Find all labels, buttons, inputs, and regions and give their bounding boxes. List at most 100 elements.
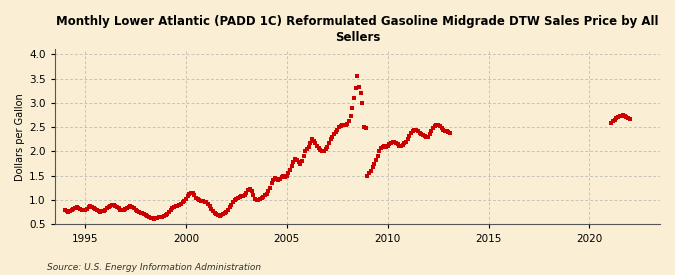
Point bbox=[164, 210, 175, 214]
Point bbox=[288, 160, 299, 164]
Point bbox=[273, 178, 284, 182]
Point bbox=[320, 146, 331, 151]
Point bbox=[132, 209, 142, 213]
Point bbox=[113, 206, 124, 211]
Point bbox=[348, 96, 359, 100]
Point bbox=[147, 216, 158, 220]
Point bbox=[148, 216, 159, 221]
Point bbox=[340, 123, 351, 127]
Point bbox=[177, 200, 188, 204]
Point bbox=[404, 134, 415, 138]
Point bbox=[295, 161, 306, 166]
Point bbox=[144, 214, 155, 219]
Point bbox=[369, 161, 379, 166]
Point bbox=[293, 160, 304, 164]
Point bbox=[59, 208, 70, 213]
Point bbox=[230, 198, 240, 202]
Point bbox=[419, 134, 430, 138]
Point bbox=[238, 194, 248, 198]
Point bbox=[128, 206, 139, 211]
Point bbox=[344, 119, 354, 123]
Point bbox=[623, 116, 634, 121]
Point bbox=[364, 171, 375, 176]
Point bbox=[231, 197, 242, 201]
Point bbox=[605, 121, 616, 125]
Point bbox=[362, 174, 373, 178]
Point bbox=[204, 204, 215, 208]
Point bbox=[396, 144, 406, 148]
Point bbox=[360, 126, 371, 130]
Point bbox=[103, 205, 114, 209]
Point bbox=[244, 187, 255, 191]
Title: Monthly Lower Atlantic (PADD 1C) Reformulated Gasoline Midgrade DTW Sales Price : Monthly Lower Atlantic (PADD 1C) Reformu… bbox=[56, 15, 659, 44]
Point bbox=[313, 145, 324, 150]
Point bbox=[391, 141, 402, 145]
Point bbox=[374, 149, 385, 154]
Point bbox=[429, 124, 440, 128]
Point bbox=[135, 211, 146, 215]
Point bbox=[412, 129, 423, 133]
Point bbox=[418, 133, 429, 138]
Point bbox=[184, 192, 195, 197]
Point bbox=[385, 141, 396, 145]
Point bbox=[260, 193, 271, 197]
Point bbox=[436, 126, 447, 130]
Point bbox=[174, 203, 185, 207]
Point bbox=[70, 206, 80, 210]
Point bbox=[68, 207, 79, 211]
Point bbox=[384, 142, 395, 146]
Point bbox=[66, 208, 77, 212]
Point bbox=[224, 205, 235, 210]
Point bbox=[271, 177, 282, 182]
Point bbox=[76, 208, 87, 212]
Point bbox=[221, 210, 232, 214]
Point bbox=[346, 114, 356, 119]
Point bbox=[317, 149, 327, 154]
Point bbox=[375, 146, 386, 150]
Point bbox=[107, 203, 117, 207]
Point bbox=[219, 211, 230, 216]
Point bbox=[65, 209, 76, 213]
Point bbox=[614, 114, 625, 119]
Point bbox=[223, 208, 234, 212]
Point bbox=[211, 211, 221, 216]
Point bbox=[347, 106, 358, 110]
Point bbox=[100, 208, 111, 212]
Point bbox=[608, 119, 618, 123]
Point bbox=[152, 215, 163, 220]
Point bbox=[192, 197, 203, 201]
Point bbox=[431, 123, 442, 127]
Point bbox=[214, 213, 225, 218]
Point bbox=[137, 211, 148, 216]
Point bbox=[265, 186, 275, 190]
Point bbox=[90, 207, 101, 211]
Point bbox=[197, 199, 208, 203]
Point bbox=[145, 215, 156, 220]
Point bbox=[332, 127, 343, 132]
Point bbox=[117, 208, 128, 213]
Point bbox=[124, 205, 134, 209]
Point bbox=[624, 117, 635, 122]
Point bbox=[161, 213, 171, 218]
Point bbox=[189, 193, 200, 197]
Point bbox=[323, 141, 334, 145]
Point bbox=[71, 205, 82, 210]
Point bbox=[108, 203, 119, 208]
Point bbox=[130, 208, 141, 212]
Point bbox=[319, 148, 329, 153]
Point bbox=[268, 178, 279, 182]
Point bbox=[409, 127, 420, 132]
Point bbox=[97, 209, 107, 213]
Point bbox=[372, 154, 383, 159]
Point bbox=[335, 124, 346, 128]
Point bbox=[81, 207, 92, 211]
Point bbox=[179, 199, 190, 203]
Point bbox=[333, 125, 344, 129]
Point bbox=[241, 191, 252, 195]
Point bbox=[252, 198, 263, 202]
Point bbox=[371, 158, 381, 163]
Point bbox=[167, 206, 178, 211]
Point bbox=[296, 159, 307, 163]
Point bbox=[202, 201, 213, 206]
Point bbox=[618, 113, 628, 118]
